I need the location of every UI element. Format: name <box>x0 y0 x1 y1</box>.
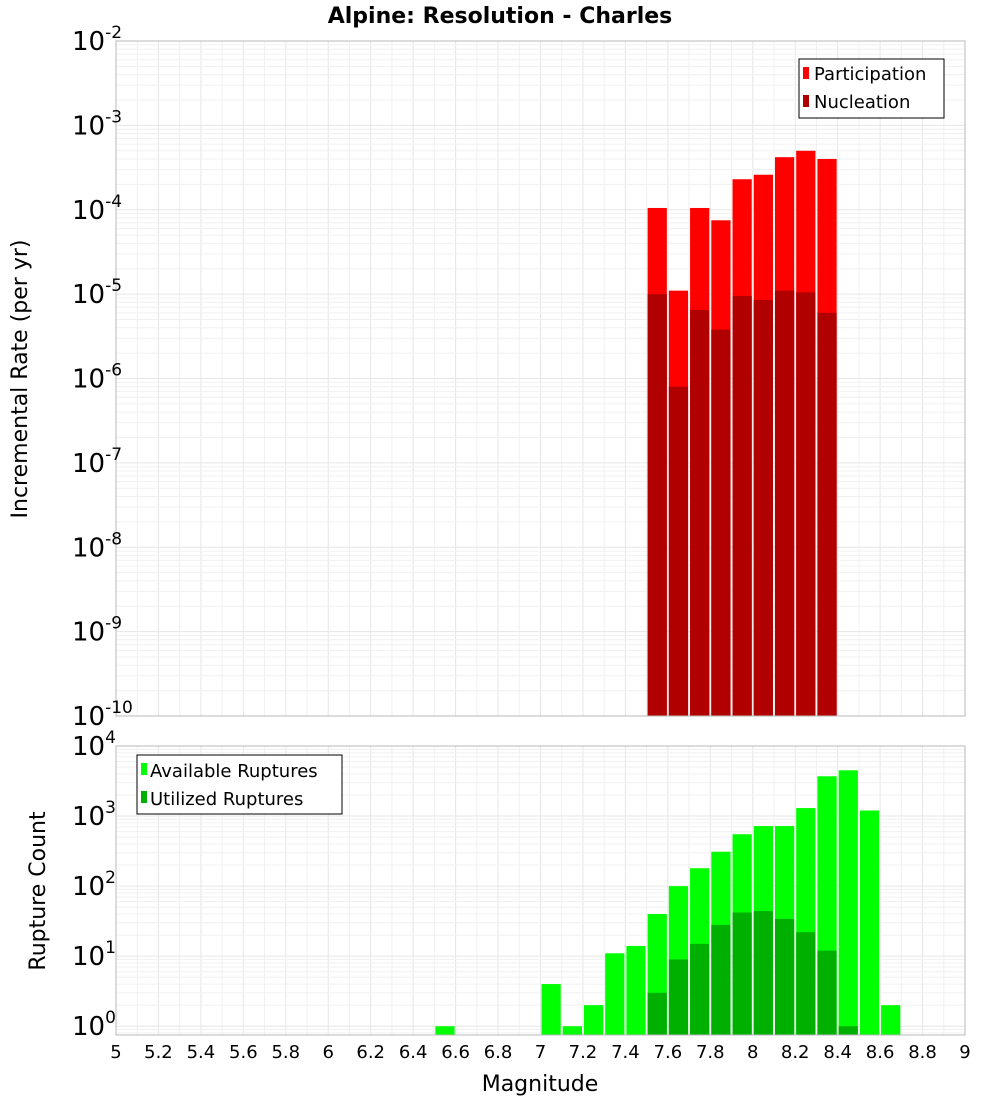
count-y-axis-label: Rupture Count <box>26 811 51 971</box>
x-tick-label: 5.4 <box>187 1042 216 1063</box>
count-legend: Available Ruptures Utilized Ruptures <box>136 754 343 815</box>
nucleation-bar <box>817 312 837 716</box>
x-tick-label: 8 <box>747 1042 758 1063</box>
x-tick-label: 7 <box>535 1042 546 1063</box>
available-bar <box>435 1026 455 1035</box>
x-tick-label: 5.8 <box>271 1042 300 1063</box>
utilized-swatch <box>141 791 147 803</box>
x-tick-labels: 5 5.2 5.4 5.6 5.8 6 6.2 6.4 6.6 6.8 7 7.2 7.4 7.6 7.8 8… <box>110 1042 970 1063</box>
x-tick-label: 6.4 <box>399 1042 428 1063</box>
available-bar <box>605 953 625 1035</box>
x-tick-label: 7.8 <box>696 1042 725 1063</box>
utilized-bar <box>732 912 752 1035</box>
participation-legend-label: Participation <box>814 64 926 85</box>
y-tick-label: 10-3 <box>72 107 122 141</box>
utilized-bar <box>838 1026 858 1035</box>
nucleation-bar <box>690 309 710 716</box>
count-legend-box <box>136 754 343 815</box>
nucleation-bar <box>753 300 773 716</box>
x-tick-label: 8.8 <box>908 1042 937 1063</box>
available-bar <box>541 984 561 1035</box>
rate-y-ticks: 10-10 10-9 10-8 10-7 10-6 10-5 10-4 10-3 10-2 <box>72 23 133 732</box>
rate-grid <box>115 40 966 717</box>
count-grid <box>115 745 966 1035</box>
rate-bars <box>647 150 837 717</box>
available-bar <box>562 1026 582 1035</box>
x-tick-label: 9 <box>959 1042 970 1063</box>
count-bars <box>435 770 901 1035</box>
nucleation-bar <box>711 329 731 716</box>
y-tick-label: 10-8 <box>72 529 122 563</box>
x-tick-label: 6.6 <box>441 1042 470 1063</box>
x-tick-label: 7.2 <box>569 1042 598 1063</box>
available-bar <box>881 1005 901 1035</box>
count-panel: 100 101 102 103 104 Rupture Count Available … <box>26 728 966 1042</box>
utilized-bar <box>647 992 667 1035</box>
x-tick-label: 6.2 <box>356 1042 385 1063</box>
utilized-bar <box>796 932 816 1035</box>
available-legend-label: Available Ruptures <box>150 761 318 782</box>
y-tick-label: 103 <box>72 798 116 832</box>
x-tick-label: 5 <box>110 1042 121 1063</box>
x-tick-label: 5.2 <box>144 1042 173 1063</box>
x-tick-label: 6.8 <box>484 1042 513 1063</box>
utilized-bar <box>668 959 689 1035</box>
y-tick-label: 10-7 <box>72 445 122 479</box>
participation-swatch <box>803 67 809 79</box>
available-swatch <box>141 763 147 775</box>
nucleation-legend-label: Nucleation <box>814 92 910 113</box>
utilized-bar <box>753 911 773 1035</box>
count-y-ticks: 100 101 102 103 104 <box>72 728 116 1042</box>
x-tick-label: 8.2 <box>781 1042 810 1063</box>
utilized-bar <box>817 950 837 1035</box>
x-axis-label: Magnitude <box>482 1072 599 1097</box>
x-tick-label: 8.4 <box>823 1042 852 1063</box>
x-tick-label: 6 <box>323 1042 334 1063</box>
nucleation-bar <box>796 292 816 716</box>
nucleation-swatch <box>803 95 809 107</box>
utilized-bar <box>711 924 731 1035</box>
y-tick-label: 10-2 <box>72 23 122 57</box>
x-tick-label: 7.4 <box>611 1042 640 1063</box>
available-bar <box>859 810 880 1035</box>
y-tick-label: 10-5 <box>72 276 122 310</box>
nucleation-bar <box>774 290 795 716</box>
rate-panel: 10-10 10-9 10-8 10-7 10-6 10-5 10-4 10-3 10-2 In… <box>8 23 966 732</box>
available-bar <box>583 1005 604 1035</box>
x-tick-label: 7.6 <box>654 1042 683 1063</box>
utilized-bar <box>774 918 795 1035</box>
rate-y-axis-label: Incremental Rate (per yr) <box>8 240 33 519</box>
y-tick-label: 10-10 <box>72 698 133 732</box>
utilized-legend-label: Utilized Ruptures <box>150 789 303 810</box>
utilized-bar <box>690 943 710 1035</box>
rate-plot-frame <box>115 40 966 717</box>
y-tick-label: 104 <box>72 728 116 762</box>
chart-title: Alpine: Resolution - Charles <box>328 4 673 29</box>
y-tick-label: 10-4 <box>72 192 122 226</box>
x-tick-label: 5.6 <box>229 1042 258 1063</box>
nucleation-bar <box>647 294 667 716</box>
rate-legend: Participation Nucleation <box>798 58 945 119</box>
count-plot-frame <box>115 745 966 1036</box>
available-bar <box>626 945 646 1035</box>
y-tick-label: 102 <box>72 868 116 902</box>
nucleation-bar <box>732 296 752 716</box>
x-tick-label: 8.6 <box>866 1042 895 1063</box>
available-bar <box>838 770 858 1035</box>
nucleation-bar <box>668 386 689 716</box>
y-tick-label: 101 <box>72 938 116 972</box>
y-tick-label: 10-6 <box>72 361 122 395</box>
y-tick-label: 10-9 <box>72 614 122 648</box>
y-tick-label: 100 <box>72 1008 116 1042</box>
rate-legend-box <box>798 58 945 119</box>
